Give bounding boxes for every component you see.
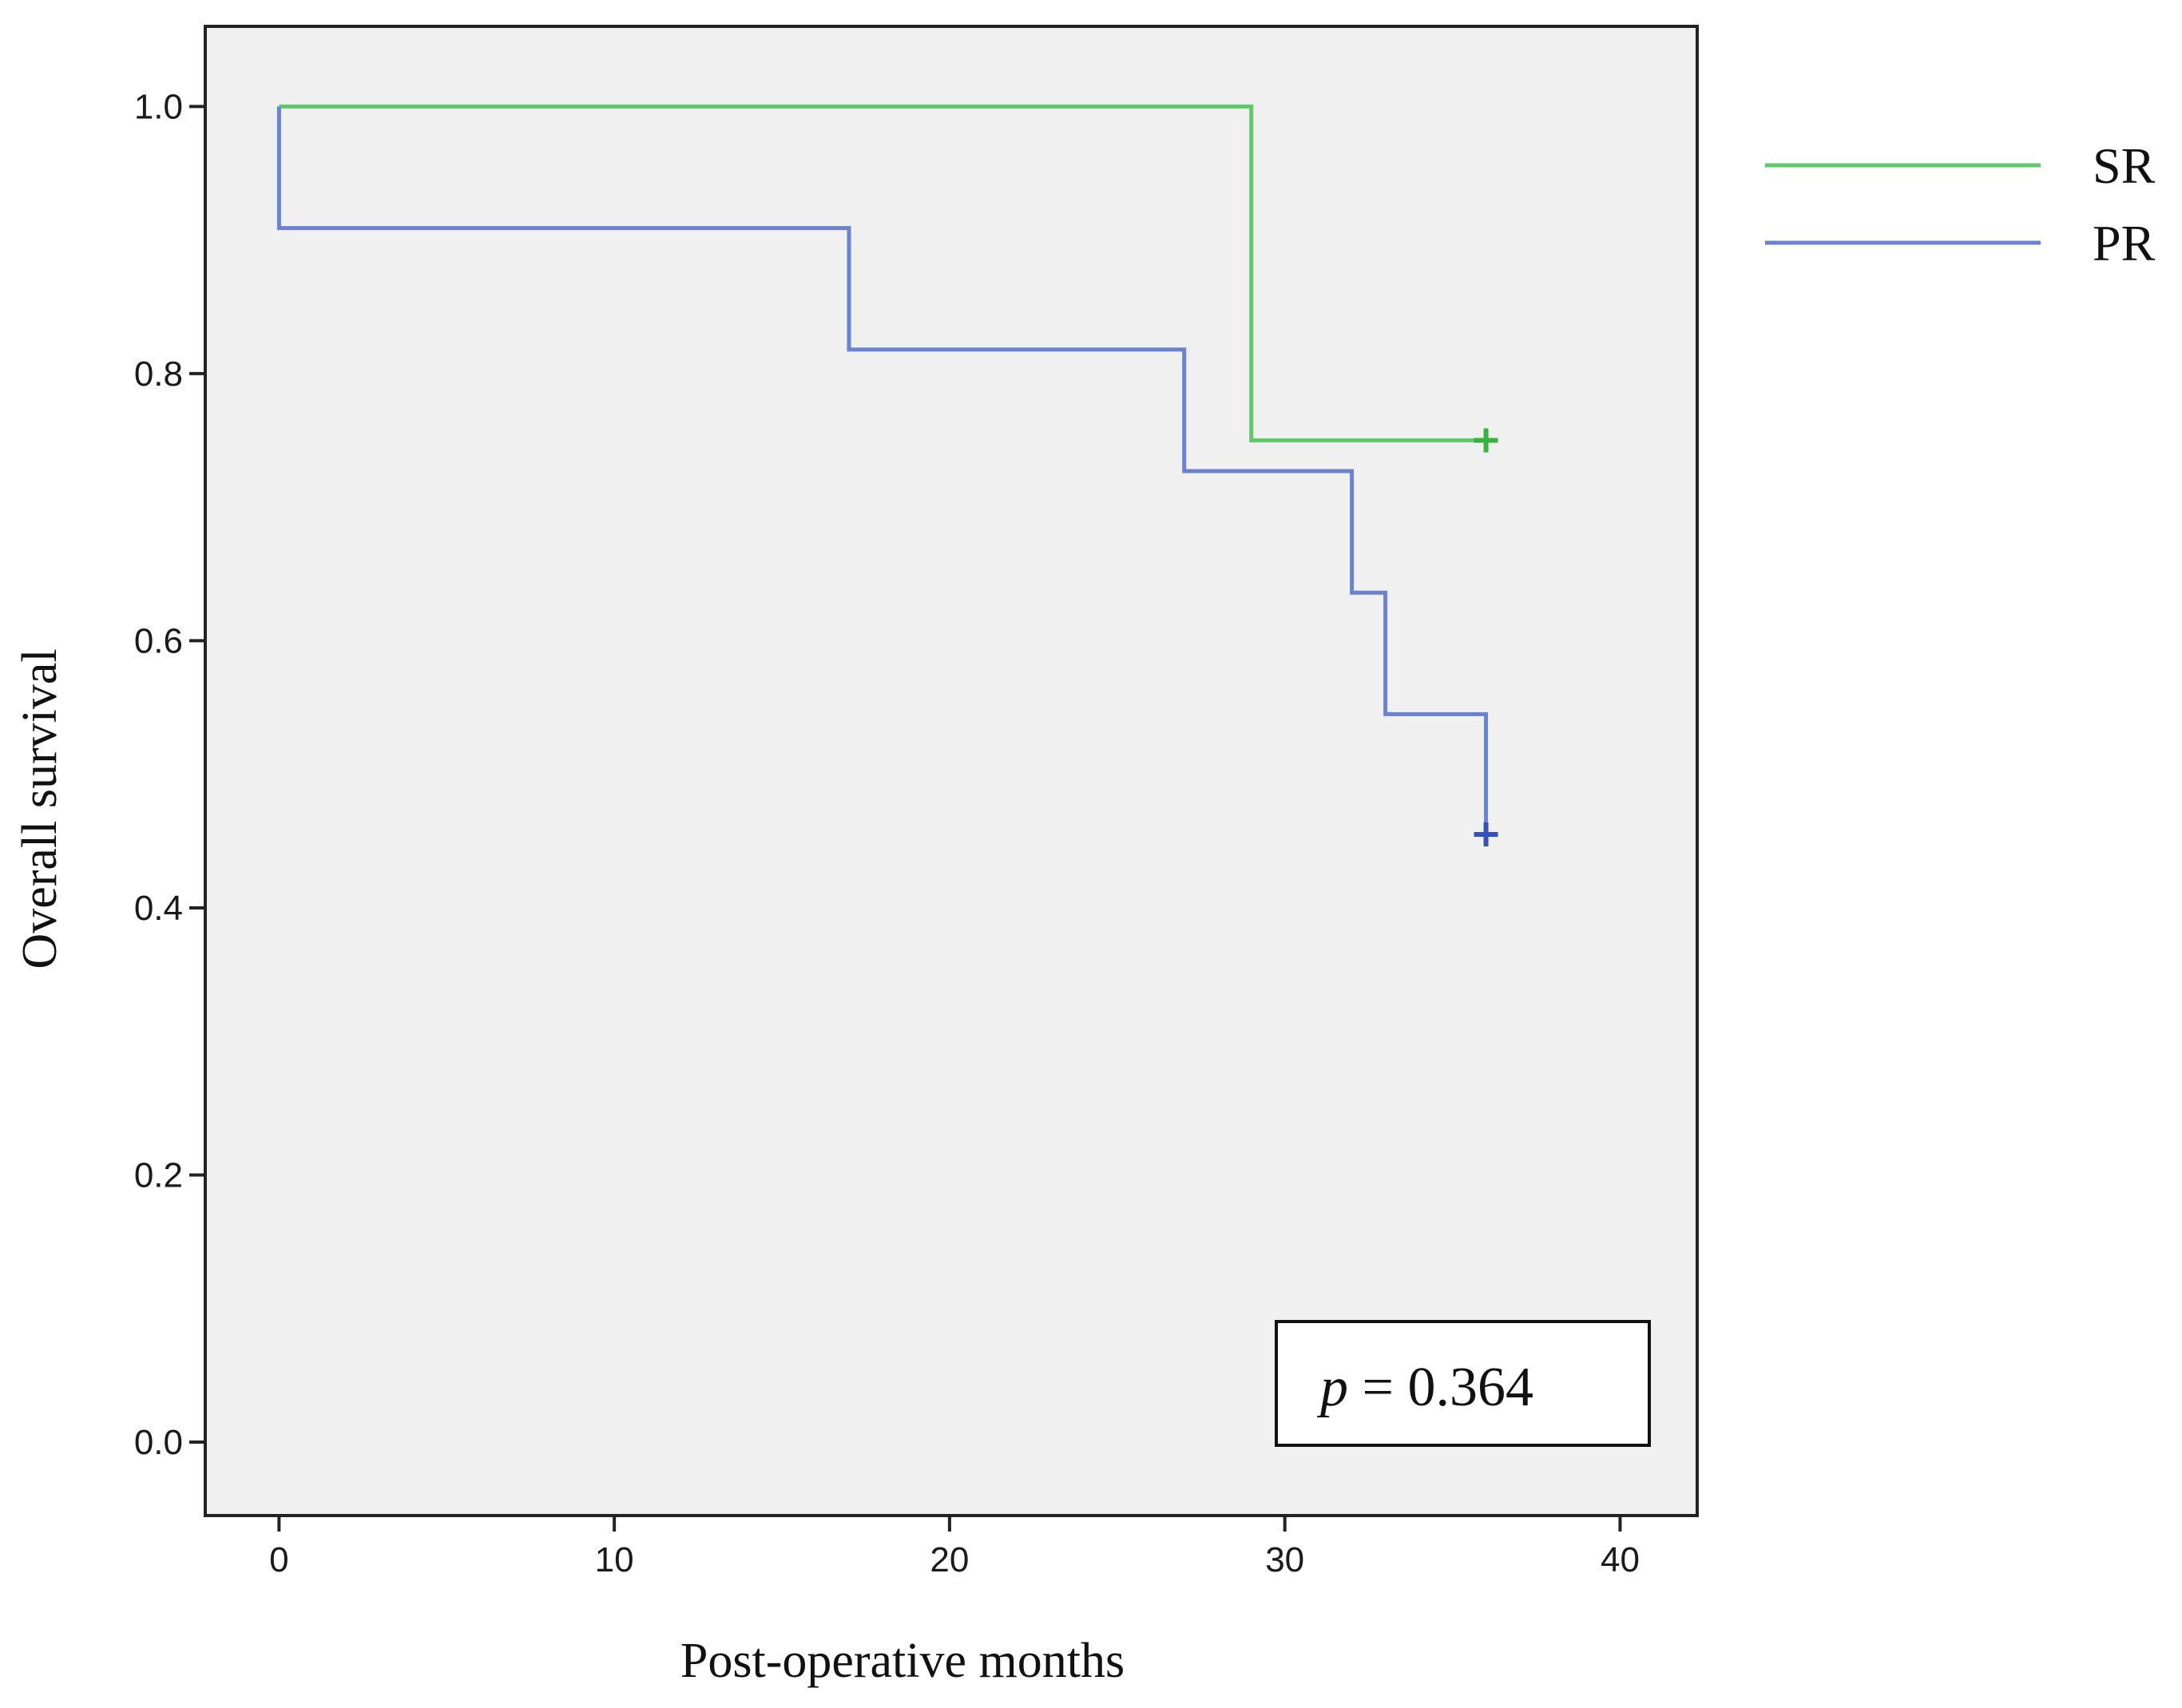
x-axis-title: Post-operative months: [680, 1634, 1125, 1688]
y-tick-label: 0.4: [134, 889, 183, 928]
p-value: = 0.364: [1348, 1357, 1533, 1418]
legend-label-sr: SR: [2093, 137, 2156, 194]
p-symbol: p: [1316, 1357, 1348, 1418]
x-axis: 0 10 20 30 40: [269, 1516, 1640, 1579]
survival-curve-pr: [276, 106, 1488, 834]
legend-label-pr: PR: [2093, 215, 2156, 271]
series-layer: [276, 104, 1488, 834]
y-tick-label: 0.2: [134, 1155, 183, 1195]
x-tick-label: 40: [1601, 1540, 1640, 1579]
censor-mark-pr: [1474, 822, 1498, 846]
y-axis: 0.0 0.2 0.4 0.6 0.8 1.0: [134, 26, 207, 1516]
survival-curve-sr: [279, 104, 1486, 442]
y-axis-title: Overall survival: [13, 648, 67, 969]
x-tick-label: 30: [1265, 1540, 1304, 1579]
censor-mark-sr: [1474, 428, 1498, 453]
y-tick-label: 0.0: [134, 1423, 183, 1462]
x-tick-label: 10: [595, 1540, 634, 1579]
p-value-frame: [1275, 1320, 1651, 1447]
x-tick-label: 0: [269, 1540, 288, 1579]
legend: SR PR: [1765, 137, 2156, 271]
censor-layer: [1474, 428, 1498, 846]
y-tick-label: 0.8: [134, 355, 183, 394]
y-tick-label: 1.0: [134, 87, 183, 126]
x-tick-label: 20: [930, 1540, 969, 1579]
p-value-label: p = 0.364: [1316, 1357, 1533, 1418]
plot-background: [204, 25, 1699, 1517]
y-tick-label: 0.6: [134, 621, 183, 660]
p-value-box: p = 0.364: [1275, 1320, 1651, 1447]
